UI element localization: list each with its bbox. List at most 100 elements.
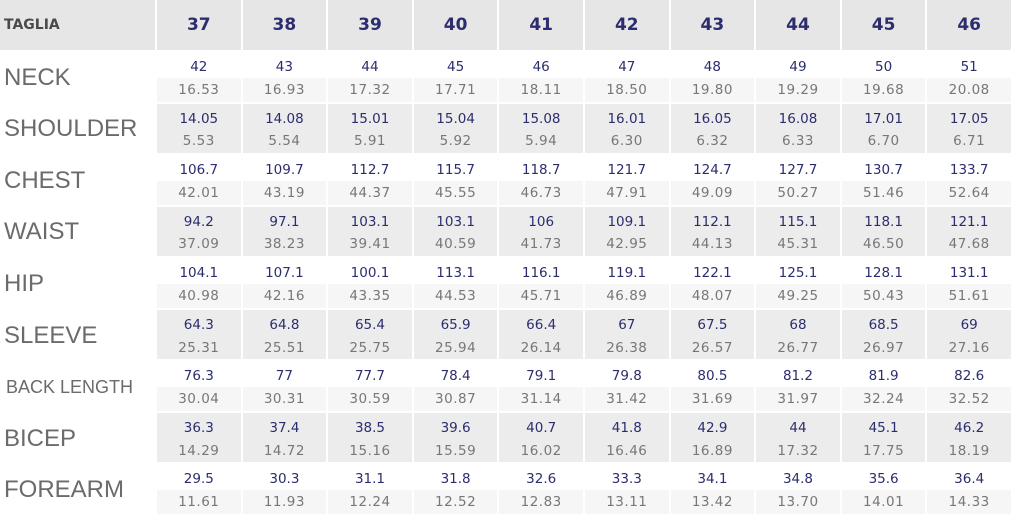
inch-value: 5.94 xyxy=(499,129,583,154)
size-header: 42 xyxy=(585,0,669,50)
cm-value: 36.4 xyxy=(954,471,985,488)
cm-value: 14.05 xyxy=(157,103,241,130)
row-label: SHOULDER xyxy=(4,115,138,143)
row-label: HIP xyxy=(4,269,45,297)
cm-value: 17.05 xyxy=(927,103,1011,130)
cm-value: 36.3 xyxy=(157,412,241,439)
row-label: SLEEVE xyxy=(4,321,98,349)
cm-value: 46.2 xyxy=(927,412,1011,439)
inch-value: 30.04 xyxy=(157,387,241,411)
cm-value: 113.1 xyxy=(436,265,475,282)
inch-value: 37.09 xyxy=(157,232,241,257)
inch-value: 44.13 xyxy=(670,232,755,257)
inch-value: 14.72 xyxy=(242,438,327,463)
inch-value: 31.42 xyxy=(585,387,669,411)
inch-value: 27.16 xyxy=(927,335,1011,360)
cm-value: 109.7 xyxy=(265,162,304,179)
size-header: 45 xyxy=(841,0,926,50)
cm-value: 115.7 xyxy=(436,162,475,179)
size-header: 38 xyxy=(242,0,327,50)
cm-value: 104.1 xyxy=(179,265,219,282)
cm-value: 79.1 xyxy=(526,368,557,385)
cm-value: 32.6 xyxy=(526,471,557,488)
inch-value: 46.89 xyxy=(585,284,669,308)
cm-value: 41.8 xyxy=(585,412,669,439)
inch-value: 5.91 xyxy=(328,129,412,154)
row-label: WAIST xyxy=(4,218,80,246)
inch-value: 19.80 xyxy=(670,77,755,102)
inch-value: 19.68 xyxy=(841,77,926,102)
inch-value: 11.93 xyxy=(242,490,327,514)
inch-value: 40.59 xyxy=(413,232,498,257)
cm-value: 33.3 xyxy=(611,471,642,488)
inch-value: 16.93 xyxy=(242,77,327,102)
cm-value: 46 xyxy=(532,59,550,75)
header-label: TAGLIA xyxy=(0,0,155,50)
cm-value: 17.01 xyxy=(841,103,926,130)
inch-value: 32.24 xyxy=(841,387,926,411)
inch-value: 45.55 xyxy=(413,180,498,205)
cm-value: 16.01 xyxy=(585,103,669,130)
inch-value: 12.24 xyxy=(328,490,412,514)
cm-value: 64.8 xyxy=(242,309,327,336)
cm-value: 77 xyxy=(275,368,293,385)
cm-value: 68.5 xyxy=(841,309,926,336)
cm-value: 34.8 xyxy=(782,471,814,488)
cm-value: 115.1 xyxy=(756,206,840,233)
cm-value: 118.7 xyxy=(521,162,561,179)
cm-value: 121.7 xyxy=(607,162,647,179)
cm-value: 106 xyxy=(499,206,583,233)
inch-value: 52.64 xyxy=(927,180,1011,205)
cm-value: 15.01 xyxy=(328,103,412,130)
inch-value: 20.08 xyxy=(927,77,1011,102)
cm-value: 42 xyxy=(190,59,208,75)
cm-value: 40.7 xyxy=(499,412,583,439)
size-header: 44 xyxy=(756,0,840,50)
inch-value: 42.01 xyxy=(157,180,241,205)
cm-value: 131.1 xyxy=(949,265,989,282)
inch-value: 51.46 xyxy=(841,180,926,205)
inch-value: 45.31 xyxy=(756,232,840,257)
size-header: 37 xyxy=(157,0,241,50)
cm-value: 14.08 xyxy=(242,103,327,130)
inch-value: 6.33 xyxy=(756,129,840,154)
inch-value: 18.50 xyxy=(585,77,669,102)
cm-value: 38.5 xyxy=(328,412,412,439)
cm-value: 45 xyxy=(447,59,465,75)
inch-value: 31.14 xyxy=(499,387,583,411)
row-label: BICEP xyxy=(4,424,77,452)
inch-value: 48.07 xyxy=(670,284,755,308)
cm-value: 128.1 xyxy=(864,265,903,282)
size-header: 46 xyxy=(927,0,1011,50)
cm-value: 16.08 xyxy=(756,103,840,130)
cm-value: 133.7 xyxy=(949,162,989,179)
cm-value: 68 xyxy=(756,309,840,336)
inch-value: 47.68 xyxy=(927,232,1011,257)
inch-value: 6.71 xyxy=(927,129,1011,154)
inch-value: 30.31 xyxy=(242,387,327,411)
cm-value: 47 xyxy=(618,59,636,75)
size-header: 43 xyxy=(670,0,755,50)
cm-value: 65.9 xyxy=(413,309,498,336)
inch-value: 6.32 xyxy=(670,129,755,154)
inch-value: 26.77 xyxy=(756,335,840,360)
inch-value: 25.51 xyxy=(242,335,327,360)
inch-value: 26.14 xyxy=(499,335,583,360)
cm-value: 31.8 xyxy=(440,471,471,488)
size-header: 40 xyxy=(413,0,498,50)
inch-value: 42.95 xyxy=(585,232,669,257)
cm-value: 50 xyxy=(875,59,893,75)
inch-value: 30.59 xyxy=(328,387,412,411)
inch-value: 44.53 xyxy=(413,284,498,308)
size-header: 39 xyxy=(328,0,412,50)
inch-value: 43.35 xyxy=(328,284,412,308)
inch-value: 50.27 xyxy=(756,180,840,205)
inch-value: 26.97 xyxy=(841,335,926,360)
cm-value: 29.5 xyxy=(183,471,214,488)
inch-value: 17.32 xyxy=(756,438,840,463)
inch-value: 38.23 xyxy=(242,232,327,257)
inch-value: 17.71 xyxy=(413,77,498,102)
inch-value: 26.57 xyxy=(670,335,755,360)
cm-value: 44 xyxy=(756,412,840,439)
